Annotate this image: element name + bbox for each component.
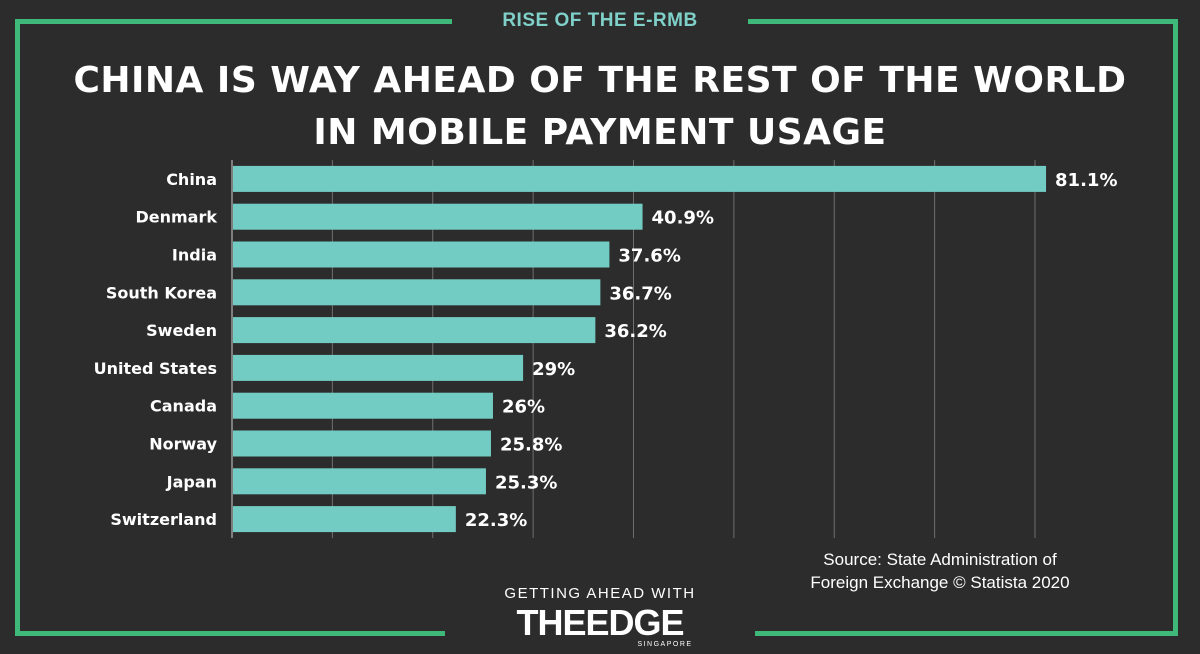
the-edge-logo: GETTING AHEAD WITH THEEDGE SINGAPORE xyxy=(445,585,755,654)
source-note: Source: State Administration of Foreign … xyxy=(770,548,1110,594)
logo-sub: SINGAPORE xyxy=(637,641,693,648)
category-label: China xyxy=(166,170,217,189)
logo-tagline: GETTING AHEAD WITH xyxy=(504,585,696,602)
category-label: Switzerland xyxy=(110,510,217,529)
bar-4 xyxy=(233,317,596,344)
data-label: 40.9% xyxy=(652,208,714,229)
data-label: 22.3% xyxy=(465,510,527,531)
bar-6 xyxy=(233,392,493,419)
category-label: Canada xyxy=(150,397,217,416)
category-label: Denmark xyxy=(135,208,217,227)
category-label: Norway xyxy=(149,435,217,454)
category-label: India xyxy=(172,246,217,265)
data-label: 25.8% xyxy=(500,435,562,456)
bar-1 xyxy=(233,203,643,230)
category-label: South Korea xyxy=(106,283,217,302)
bar-5 xyxy=(233,354,524,381)
data-label: 25.3% xyxy=(495,472,557,493)
source-line-1: Source: State Administration of xyxy=(823,550,1057,569)
category-label: Sweden xyxy=(146,321,217,340)
category-label: Japan xyxy=(166,472,217,491)
bar-8 xyxy=(233,468,486,495)
data-label: 36.7% xyxy=(609,283,671,304)
category-label: United States xyxy=(94,359,217,378)
data-label: 26% xyxy=(502,397,545,418)
chart-title: China is way ahead of the rest of the wo… xyxy=(73,60,1127,153)
header-tag: RISE OF THE E-RMB xyxy=(452,4,748,38)
data-label: 81.1% xyxy=(1055,170,1117,191)
bar-9 xyxy=(233,506,456,533)
bar-2 xyxy=(233,241,610,268)
bar-3 xyxy=(233,279,601,306)
bar-0 xyxy=(233,165,1047,192)
logo-name: THEEDGE xyxy=(516,602,684,643)
data-label: 29% xyxy=(532,359,575,380)
data-label: 36.2% xyxy=(604,321,666,342)
data-label: 37.6% xyxy=(618,246,680,267)
bar-7 xyxy=(233,430,491,457)
source-line-2: Foreign Exchange © Statista 2020 xyxy=(810,573,1070,592)
